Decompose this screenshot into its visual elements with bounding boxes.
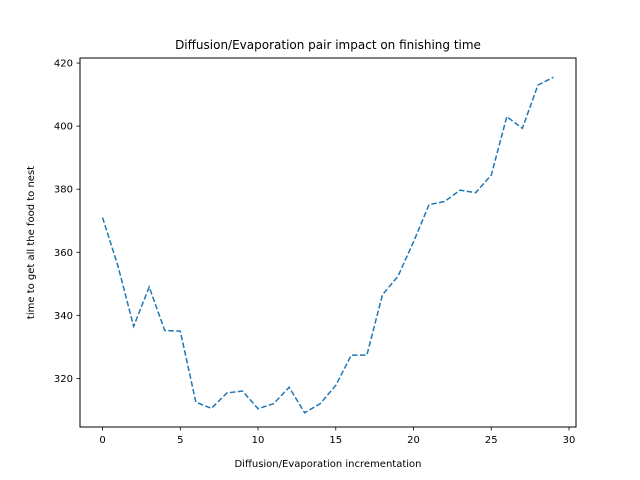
y-tick-label: 380: [54, 185, 73, 196]
plot-area-frame: [79, 57, 577, 428]
y-tick-label: 360: [54, 248, 73, 259]
x-tick-label: 30: [563, 435, 576, 446]
x-tick-label: 20: [407, 435, 420, 446]
x-axis-label: Diffusion/Evaporation incrementation: [234, 459, 421, 470]
chart-title: Diffusion/Evaporation pair impact on fin…: [175, 38, 481, 52]
x-tick-label: 5: [177, 435, 183, 446]
y-tick-label: 340: [54, 311, 73, 322]
y-axis-label: time to get all the food to nest: [26, 166, 37, 319]
y-tick-label: 320: [54, 374, 73, 385]
x-tick-label: 0: [99, 435, 105, 446]
y-tick-label: 400: [54, 122, 73, 133]
series-line: [101, 76, 554, 414]
y-tick-label: 420: [54, 59, 73, 70]
x-tick-label: 25: [485, 435, 498, 446]
x-tick-label: 10: [252, 435, 265, 446]
x-tick-label: 15: [329, 435, 342, 446]
